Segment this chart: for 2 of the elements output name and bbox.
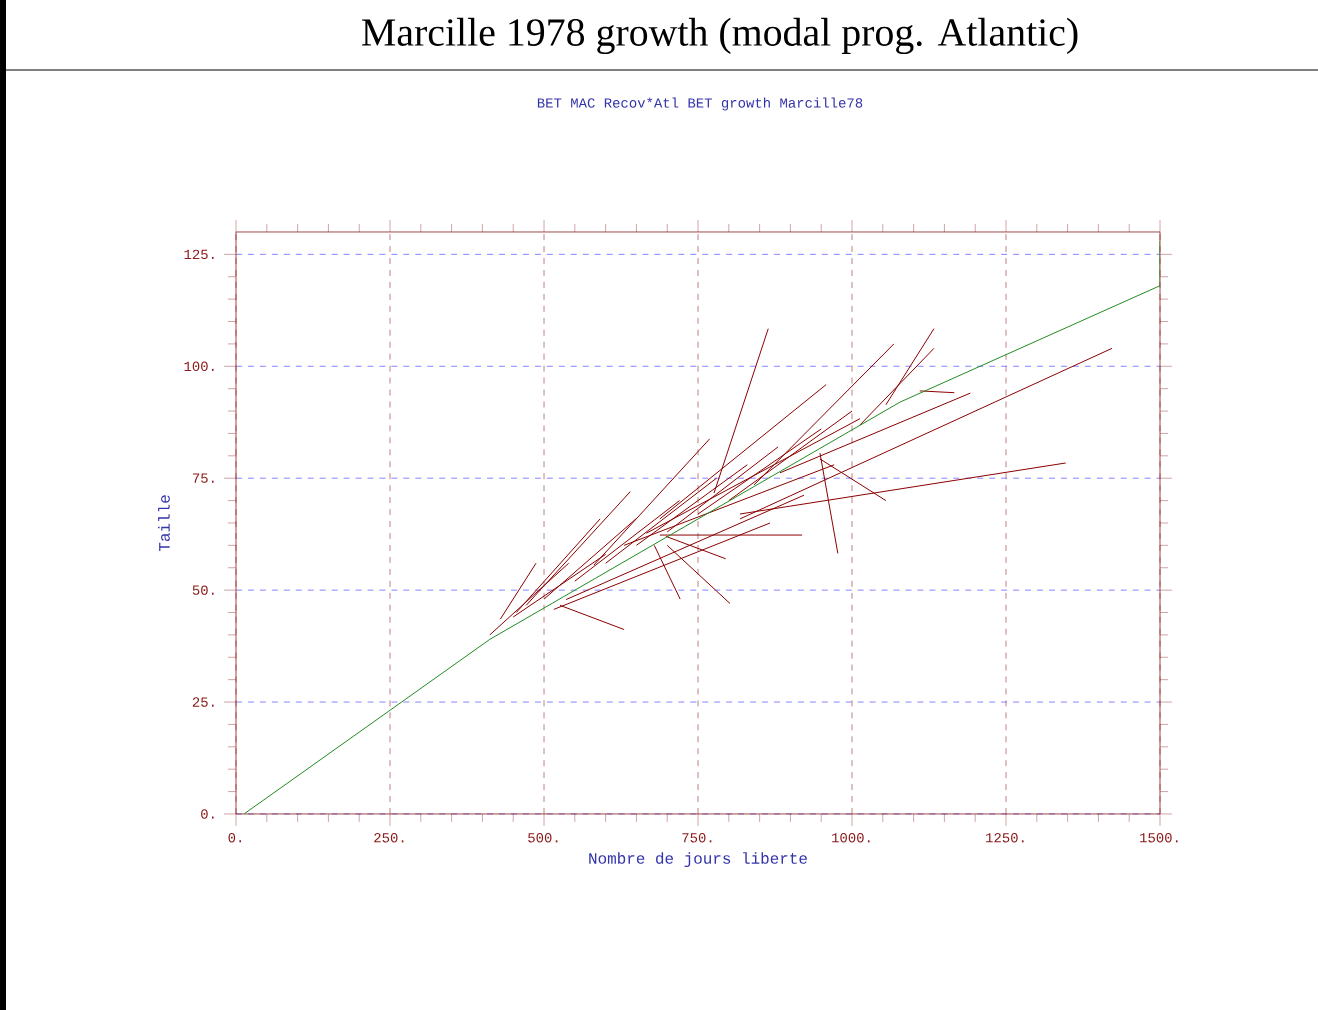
line-series (243, 240, 1161, 814)
chart-title: Marcille 1978 growth (modal prog. Atlantic) (362, 17, 1078, 55)
